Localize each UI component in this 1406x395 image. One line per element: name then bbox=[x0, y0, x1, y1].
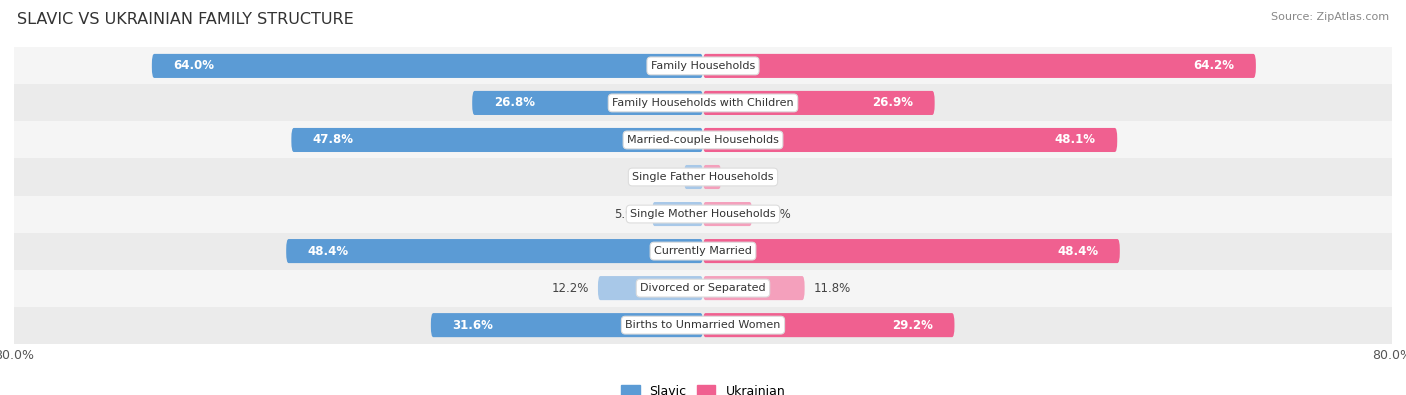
FancyBboxPatch shape bbox=[287, 239, 703, 263]
FancyBboxPatch shape bbox=[703, 313, 955, 337]
FancyBboxPatch shape bbox=[703, 91, 935, 115]
FancyBboxPatch shape bbox=[703, 54, 1256, 78]
Text: 5.7%: 5.7% bbox=[761, 207, 790, 220]
Text: Single Mother Households: Single Mother Households bbox=[630, 209, 776, 219]
FancyBboxPatch shape bbox=[703, 128, 1118, 152]
FancyBboxPatch shape bbox=[703, 202, 752, 226]
FancyBboxPatch shape bbox=[652, 202, 703, 226]
FancyBboxPatch shape bbox=[291, 128, 703, 152]
FancyBboxPatch shape bbox=[685, 165, 703, 189]
Text: 47.8%: 47.8% bbox=[314, 134, 354, 147]
Text: Single Father Households: Single Father Households bbox=[633, 172, 773, 182]
Bar bbox=[14, 307, 1392, 344]
Text: 64.2%: 64.2% bbox=[1194, 59, 1234, 72]
FancyBboxPatch shape bbox=[430, 313, 703, 337]
Bar bbox=[14, 85, 1392, 121]
Text: Married-couple Households: Married-couple Households bbox=[627, 135, 779, 145]
FancyBboxPatch shape bbox=[703, 165, 721, 189]
FancyBboxPatch shape bbox=[472, 91, 703, 115]
Text: 26.9%: 26.9% bbox=[872, 96, 912, 109]
Text: 12.2%: 12.2% bbox=[553, 282, 589, 295]
Text: Births to Unmarried Women: Births to Unmarried Women bbox=[626, 320, 780, 330]
Text: Currently Married: Currently Married bbox=[654, 246, 752, 256]
Text: 26.8%: 26.8% bbox=[494, 96, 534, 109]
Text: 48.4%: 48.4% bbox=[308, 245, 349, 258]
FancyBboxPatch shape bbox=[598, 276, 703, 300]
Text: 11.8%: 11.8% bbox=[813, 282, 851, 295]
FancyBboxPatch shape bbox=[703, 239, 1119, 263]
Text: 48.1%: 48.1% bbox=[1054, 134, 1095, 147]
Text: 48.4%: 48.4% bbox=[1057, 245, 1098, 258]
Text: SLAVIC VS UKRAINIAN FAMILY STRUCTURE: SLAVIC VS UKRAINIAN FAMILY STRUCTURE bbox=[17, 12, 354, 27]
Text: 5.9%: 5.9% bbox=[614, 207, 644, 220]
Bar bbox=[14, 196, 1392, 233]
Text: 29.2%: 29.2% bbox=[891, 319, 934, 332]
Legend: Slavic, Ukrainian: Slavic, Ukrainian bbox=[616, 380, 790, 395]
Bar bbox=[14, 121, 1392, 158]
Text: 2.2%: 2.2% bbox=[645, 171, 675, 184]
Bar bbox=[14, 269, 1392, 307]
Bar bbox=[14, 47, 1392, 85]
Text: Source: ZipAtlas.com: Source: ZipAtlas.com bbox=[1271, 12, 1389, 22]
Bar bbox=[14, 233, 1392, 269]
Text: 2.1%: 2.1% bbox=[730, 171, 759, 184]
FancyBboxPatch shape bbox=[152, 54, 703, 78]
Text: Family Households: Family Households bbox=[651, 61, 755, 71]
Text: Divorced or Separated: Divorced or Separated bbox=[640, 283, 766, 293]
Text: Family Households with Children: Family Households with Children bbox=[612, 98, 794, 108]
FancyBboxPatch shape bbox=[703, 276, 804, 300]
Text: 31.6%: 31.6% bbox=[453, 319, 494, 332]
Text: 64.0%: 64.0% bbox=[173, 59, 214, 72]
Bar bbox=[14, 158, 1392, 196]
